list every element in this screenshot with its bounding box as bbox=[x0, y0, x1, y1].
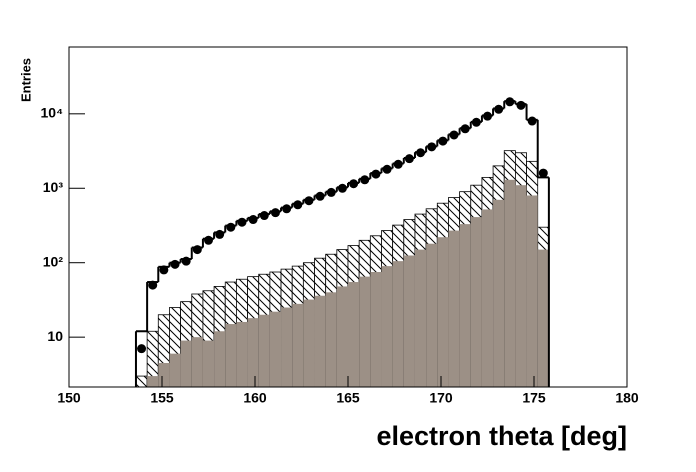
data-point bbox=[505, 97, 515, 107]
filled-bar bbox=[348, 282, 360, 387]
data-point bbox=[404, 154, 414, 164]
filled-bar bbox=[191, 337, 203, 387]
x-axis-label: electron theta [deg] bbox=[376, 421, 627, 451]
filled-bar bbox=[392, 261, 404, 387]
data-point bbox=[137, 344, 147, 354]
filled-bar bbox=[493, 199, 505, 387]
data-point bbox=[181, 256, 191, 266]
filled-bar bbox=[225, 324, 237, 387]
filled-bar bbox=[515, 185, 527, 387]
data-point bbox=[237, 217, 247, 227]
x-tick-label: 150 bbox=[57, 390, 81, 406]
data-point bbox=[371, 169, 381, 179]
data-point bbox=[259, 211, 269, 221]
filled-bar bbox=[459, 224, 471, 387]
data-point bbox=[382, 164, 392, 174]
hatched-bar bbox=[135, 375, 148, 388]
filled-bar bbox=[426, 243, 438, 387]
filled-bar bbox=[448, 230, 460, 387]
filled-bar bbox=[236, 321, 248, 387]
y-tick-label: 10⁴ bbox=[41, 105, 64, 121]
data-point bbox=[293, 200, 303, 210]
data-point bbox=[148, 280, 158, 290]
data-point bbox=[427, 142, 437, 152]
filled-bar bbox=[214, 331, 226, 387]
data-point bbox=[516, 100, 526, 110]
data-point bbox=[527, 116, 537, 126]
filled-bar bbox=[537, 249, 549, 387]
filled-bar bbox=[470, 217, 482, 387]
data-point bbox=[248, 215, 258, 225]
data-point bbox=[315, 191, 325, 201]
data-point bbox=[170, 259, 180, 269]
filled-bar bbox=[314, 295, 326, 387]
filled-bar bbox=[336, 286, 348, 387]
filled-bar bbox=[281, 307, 293, 387]
filled-bar bbox=[180, 340, 192, 387]
data-point bbox=[226, 222, 236, 232]
data-point bbox=[282, 204, 292, 214]
y-tick-label: 10 bbox=[47, 328, 63, 344]
x-tick-label: 155 bbox=[150, 390, 174, 406]
filled-bar bbox=[481, 209, 494, 387]
filled-bar bbox=[258, 314, 270, 387]
x-tick-label: 165 bbox=[336, 390, 360, 406]
filled-bar bbox=[325, 292, 337, 387]
filled-bar bbox=[269, 311, 282, 387]
filled-bar bbox=[381, 266, 393, 387]
x-tick-label: 180 bbox=[615, 390, 639, 406]
filled-bar bbox=[158, 362, 170, 387]
data-point bbox=[326, 187, 336, 197]
y-tick-label: 10² bbox=[43, 253, 64, 269]
data-point bbox=[393, 159, 403, 169]
filled-bar bbox=[303, 299, 315, 387]
filled-bar bbox=[147, 376, 159, 387]
filled-bar bbox=[169, 353, 181, 387]
filled-bar bbox=[370, 272, 382, 387]
data-point bbox=[460, 124, 470, 134]
data-point bbox=[270, 208, 280, 218]
data-point bbox=[215, 229, 225, 239]
data-point bbox=[304, 196, 314, 206]
filled-bar bbox=[504, 179, 516, 387]
x-tick-label: 175 bbox=[522, 390, 546, 406]
filled-bar bbox=[202, 340, 215, 387]
x-tick-label: 160 bbox=[243, 390, 267, 406]
x-tick-label: 170 bbox=[429, 390, 453, 406]
data-point bbox=[337, 183, 347, 193]
data-point bbox=[192, 245, 202, 255]
data-point bbox=[349, 179, 359, 189]
filled-bar bbox=[414, 249, 427, 387]
data-point bbox=[494, 104, 504, 114]
data-point bbox=[159, 265, 169, 275]
data-point bbox=[449, 130, 459, 140]
data-point bbox=[416, 148, 426, 158]
y-axis-label: Entries bbox=[18, 58, 33, 102]
filled-bar bbox=[437, 237, 449, 387]
filled-bar bbox=[359, 276, 371, 387]
data-point bbox=[360, 175, 370, 185]
data-point bbox=[204, 235, 213, 245]
y-tick-label: 10³ bbox=[43, 179, 64, 195]
filled-bar bbox=[403, 255, 415, 387]
data-point bbox=[483, 111, 492, 121]
data-point bbox=[471, 117, 481, 127]
filled-bar bbox=[292, 303, 304, 387]
filled-bar bbox=[247, 318, 259, 387]
filled-bar bbox=[526, 195, 538, 387]
data-point bbox=[438, 136, 448, 146]
data-point bbox=[538, 168, 548, 178]
